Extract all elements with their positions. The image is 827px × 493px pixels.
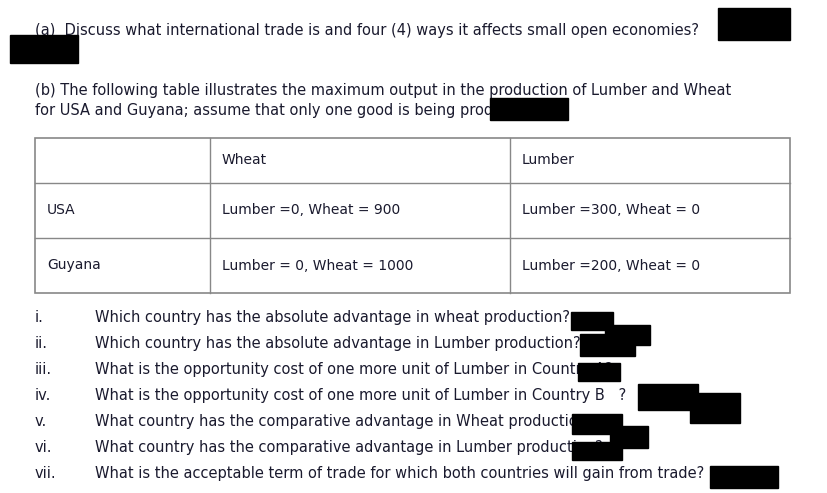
Text: v.: v. (35, 414, 47, 429)
Text: vi.: vi. (35, 440, 52, 455)
Bar (609, 426, 648, 448)
Bar (577, 363, 619, 381)
Bar (579, 334, 634, 356)
Text: i.: i. (35, 310, 44, 325)
Bar (571, 442, 621, 460)
Bar (35, 138, 789, 293)
Text: Lumber = 0, Wheat = 1000: Lumber = 0, Wheat = 1000 (222, 258, 413, 273)
Text: vii.: vii. (35, 466, 56, 481)
Text: Which country has the absolute advantage in wheat production?: Which country has the absolute advantage… (95, 310, 569, 325)
Bar (571, 312, 612, 330)
Text: What country has the comparative advantage in Wheat production?: What country has the comparative advanta… (95, 414, 594, 429)
Text: What country has the comparative advantage in Lumber production?: What country has the comparative advanta… (95, 440, 602, 455)
Bar (490, 98, 567, 120)
Bar (689, 393, 739, 423)
Text: Lumber =0, Wheat = 900: Lumber =0, Wheat = 900 (222, 204, 399, 217)
Text: Which country has the absolute advantage in Lumber production?: Which country has the absolute advantage… (95, 336, 580, 351)
Text: Wheat: Wheat (222, 153, 267, 168)
Bar (605, 325, 649, 345)
Text: (b) The following table illustrates the maximum output in the production of Lumb: (b) The following table illustrates the … (35, 83, 730, 98)
Text: iv.: iv. (35, 388, 51, 403)
Text: USA: USA (47, 204, 75, 217)
Text: Guyana: Guyana (47, 258, 101, 273)
Bar (571, 414, 621, 434)
Text: Lumber =300, Wheat = 0: Lumber =300, Wheat = 0 (521, 204, 700, 217)
Text: (a)  Discuss what international trade is and four (4) ways it affects small open: (a) Discuss what international trade is … (35, 23, 698, 38)
Bar (10, 35, 78, 63)
Bar (709, 466, 777, 488)
Bar (717, 8, 789, 40)
Text: Lumber: Lumber (521, 153, 574, 168)
Text: Lumber =200, Wheat = 0: Lumber =200, Wheat = 0 (521, 258, 700, 273)
Text: What is the acceptable term of trade for which both countries will gain from tra: What is the acceptable term of trade for… (95, 466, 704, 481)
Bar (638, 384, 697, 410)
Text: ii.: ii. (35, 336, 48, 351)
Text: What is the opportunity cost of one more unit of Lumber in Country B   ?: What is the opportunity cost of one more… (95, 388, 625, 403)
Text: What is the opportunity cost of one more unit of Lumber in Country A?: What is the opportunity cost of one more… (95, 362, 612, 377)
Text: for USA and Guyana; assume that only one good is being produced.: for USA and Guyana; assume that only one… (35, 103, 533, 118)
Text: iii.: iii. (35, 362, 52, 377)
